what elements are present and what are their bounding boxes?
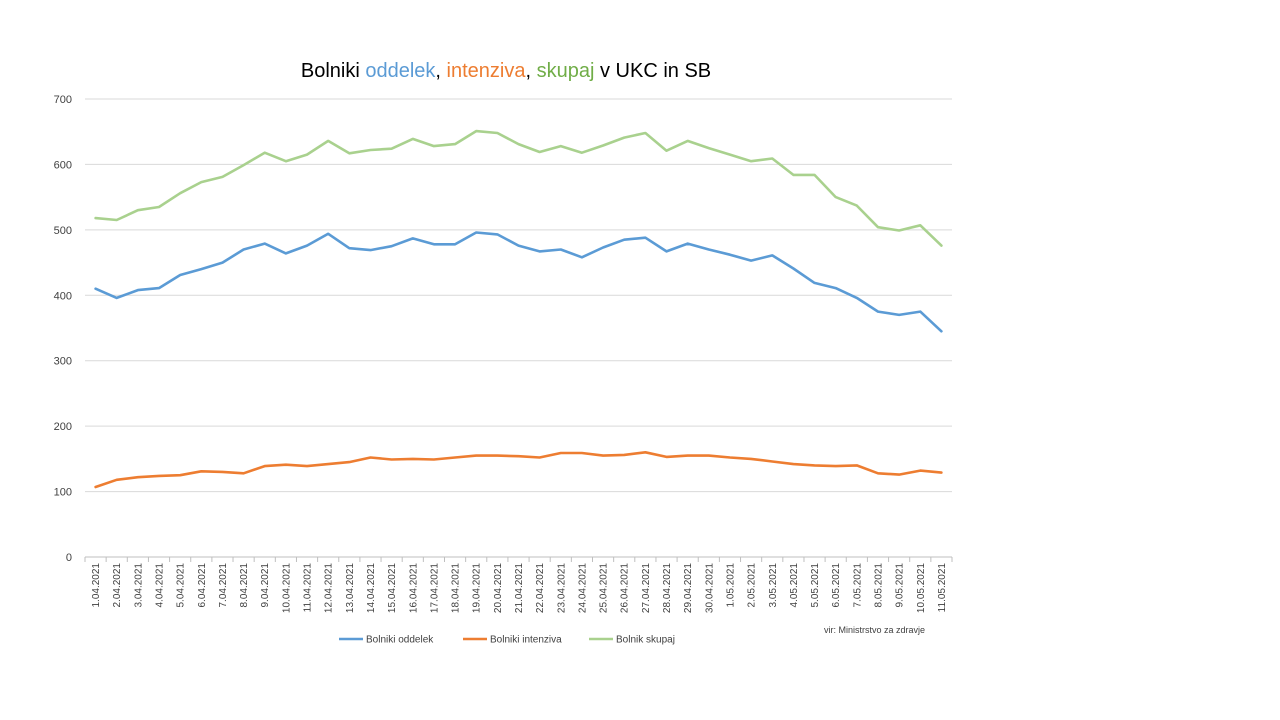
x-tick-label: 1.05.2021 xyxy=(725,563,736,608)
x-tick-label: 21.04.2021 xyxy=(514,563,525,613)
x-tick-label: 14.04.2021 xyxy=(366,563,377,613)
x-tick-label: 30.04.2021 xyxy=(704,563,715,613)
title-part: Bolniki xyxy=(301,60,365,82)
y-axis-ticks: 0 100 200 300 400 500 600 700 xyxy=(54,94,72,564)
x-tick-label: 4.05.2021 xyxy=(789,563,800,608)
legend-label: Bolniki intenziva xyxy=(490,635,562,646)
title-part: , xyxy=(525,60,536,82)
x-tick-label: 19.04.2021 xyxy=(472,563,483,613)
y-tick-label: 400 xyxy=(54,290,72,302)
title-part: skupaj xyxy=(537,60,595,82)
gridlines xyxy=(85,98,952,493)
series-line xyxy=(94,450,943,489)
x-tick-label: 3.05.2021 xyxy=(768,563,779,608)
legend: Bolniki oddelek Bolniki intenziva Bolnik s… xyxy=(339,635,675,646)
x-tick-label: 10.04.2021 xyxy=(281,563,292,613)
x-tick-label: 9.04.2021 xyxy=(260,563,271,608)
x-axis: 1.04.2021 2.04.2021 3.04.2021 4.04.2021 5.04… xyxy=(84,556,953,613)
title-part: intenziva xyxy=(447,60,527,82)
y-tick-label: 200 xyxy=(54,421,72,433)
x-tick-label: 3.04.2021 xyxy=(133,563,144,608)
legend-label: Bolniki oddelek xyxy=(366,635,434,646)
y-tick-label: 500 xyxy=(54,225,72,237)
y-tick-label: 0 xyxy=(66,552,72,564)
title-part: oddelek xyxy=(365,60,436,82)
x-tick-label: 24.04.2021 xyxy=(577,563,588,613)
x-tick-label: 20.04.2021 xyxy=(493,563,504,613)
x-tick-label: 8.05.2021 xyxy=(873,563,884,608)
series-line xyxy=(94,231,943,333)
x-tick-label: 23.04.2021 xyxy=(556,563,567,613)
x-tick-label: 2.05.2021 xyxy=(747,563,758,608)
x-tick-label: 17.04.2021 xyxy=(429,563,440,613)
source-note: vir: Ministrstvo za zdravje xyxy=(824,625,925,635)
y-tick-label: 300 xyxy=(54,356,72,368)
x-tick-label: 2.04.2021 xyxy=(112,563,123,608)
x-tick-label: 7.05.2021 xyxy=(852,563,863,608)
series-lines xyxy=(94,129,943,489)
x-tick-label: 15.04.2021 xyxy=(387,563,398,613)
x-tick-label: 29.04.2021 xyxy=(683,563,694,613)
x-tick-label: 1.04.2021 xyxy=(91,563,102,608)
x-tick-label: 27.04.2021 xyxy=(641,563,652,613)
x-tick-label: 5.05.2021 xyxy=(810,563,821,608)
chart-title: Bolniki oddelek, intenziva, skupaj v UKC… xyxy=(301,60,711,82)
x-tick-label: 8.04.2021 xyxy=(239,563,250,608)
x-tick-label: 16.04.2021 xyxy=(408,563,419,613)
legend-label: Bolnik skupaj xyxy=(616,635,675,646)
x-tick-label: 5.04.2021 xyxy=(176,563,187,608)
x-tick-label: 25.04.2021 xyxy=(599,563,610,613)
x-tick-label: 6.04.2021 xyxy=(197,563,208,608)
x-tick-label: 11.04.2021 xyxy=(303,563,314,613)
title-part: v UKC in SB xyxy=(594,60,711,82)
x-tick-label: 4.04.2021 xyxy=(155,563,166,608)
x-tick-label: 11.05.2021 xyxy=(937,563,948,613)
series-line xyxy=(94,129,943,247)
x-tick-label: 6.05.2021 xyxy=(831,563,842,608)
x-tick-label: 22.04.2021 xyxy=(535,563,546,613)
y-tick-label: 100 xyxy=(54,487,72,499)
y-tick-label: 600 xyxy=(54,159,72,171)
x-tick-label: 13.04.2021 xyxy=(345,563,356,613)
title-part: , xyxy=(435,60,446,82)
y-tick-label: 700 xyxy=(54,94,72,106)
x-tick-label: 7.04.2021 xyxy=(218,563,229,608)
x-tick-label: 10.05.2021 xyxy=(916,563,927,613)
x-tick-label: 9.05.2021 xyxy=(895,563,906,608)
x-tick-label: 26.04.2021 xyxy=(620,563,631,613)
x-tick-label: 28.04.2021 xyxy=(662,563,673,613)
x-tick-label: 12.04.2021 xyxy=(324,563,335,613)
x-tick-label: 18.04.2021 xyxy=(451,563,462,613)
